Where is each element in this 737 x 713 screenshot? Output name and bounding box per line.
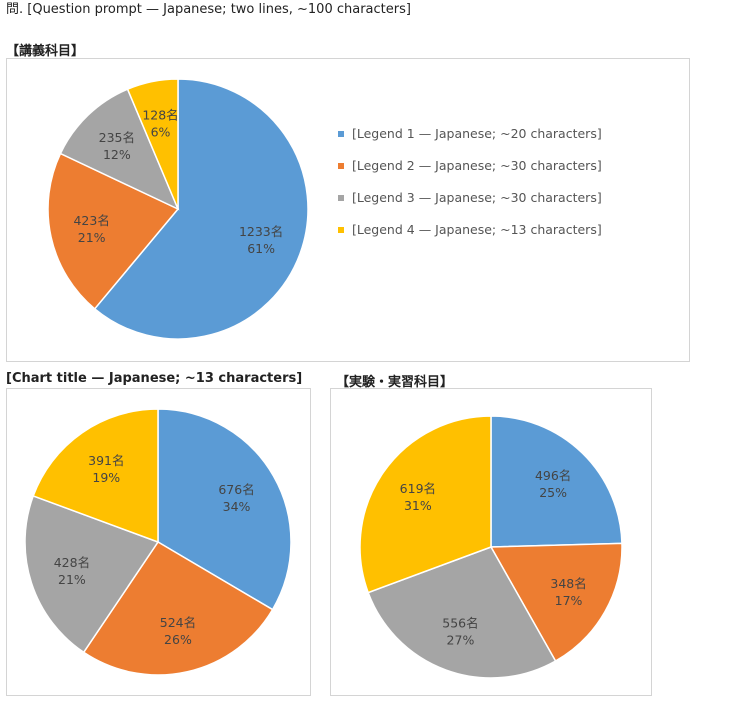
chart3-count-label-inperson-base: 556名: [442, 616, 478, 631]
chart3-slice-inperson-only: [359, 415, 492, 594]
chart2-panel: 676名 34% 524名 26% 428名 21% 391名 19%: [6, 388, 311, 696]
chart1-percent-label-online-only: 61%: [247, 241, 275, 256]
chart3-slice-inperson-base: [367, 546, 557, 679]
chart3-panel: 496名 25% 348名 17% 556名 27% 619名 31%: [330, 388, 652, 696]
legend-marker-inperson-base: [338, 195, 344, 201]
chart1-count-label-online-only: 1233名: [239, 224, 283, 239]
chart3-percent-label-online-only: 25%: [539, 485, 567, 500]
chart2-title: [Chart title — Japanese; ~13 characters]: [6, 371, 303, 386]
chart2-slice-inperson-base: [24, 494, 160, 654]
legend-item-online-only: [Legend 1 — Japanese; ~20 characters]: [338, 125, 690, 143]
chart2-count-label-inperson-base: 428名: [54, 555, 90, 570]
legend-item-inperson-only: [Legend 4 — Japanese; ~13 characters]: [338, 221, 690, 239]
chart2-percent-label-online-base: 26%: [164, 632, 192, 647]
legend-item-inperson-base: [Legend 3 — Japanese; ~30 characters]: [338, 189, 690, 207]
question-text: 問. [Question prompt — Japanese; two line…: [6, 2, 411, 17]
chart2-slice-inperson-only: [32, 408, 159, 544]
chart2-percent-label-online-only: 34%: [223, 499, 251, 514]
legend-label-inperson-base: [Legend 3 — Japanese; ~30 characters]: [352, 190, 602, 205]
chart2-count-label-online-base: 524名: [160, 615, 196, 630]
chart1-panel: 1233名 61% 423名 21% 235名 12% 128名 6% [Legend 1 —…: [6, 58, 690, 362]
chart2-percent-label-inperson-only: 19%: [92, 470, 120, 485]
chart1-slice-online-only: [93, 78, 309, 340]
chart3-percent-label-inperson-only: 31%: [404, 498, 432, 513]
chart1-slice-inperson-base: [59, 88, 180, 211]
legend-marker-online-base: [338, 163, 344, 169]
chart1-pie: 1233名 61% 423名 21% 235名 12% 128名 6%: [47, 78, 309, 340]
chart3-count-label-online-base: 348名: [550, 576, 586, 591]
legend-label-online-only: [Legend 1 — Japanese; ~20 characters]: [352, 126, 602, 141]
chart3-slice-online-base: [489, 542, 623, 663]
chart2-slice-online-base: [82, 540, 274, 676]
chart1-count-label-online-base: 423名: [73, 213, 109, 228]
chart1-count-label-inperson-base: 235名: [99, 130, 135, 145]
chart2-count-label-inperson-only: 391名: [88, 453, 124, 468]
legend-label-inperson-only: [Legend 4 — Japanese; ~13 characters]: [352, 222, 602, 237]
chart2-slice-online-only: [157, 408, 292, 611]
chart3-percent-label-online-base: 17%: [555, 593, 583, 608]
legend-item-online-base: [Legend 2 — Japanese; ~30 characters]: [338, 157, 690, 175]
chart-legend: [Legend 1 — Japanese; ~20 characters] [L…: [338, 125, 690, 253]
chart3-count-label-online-only: 496名: [535, 468, 571, 483]
chart3-title: 【実験・実習科目】: [336, 375, 454, 390]
legend-marker-inperson-only: [338, 227, 344, 233]
chart3-percent-label-inperson-base: 27%: [447, 633, 475, 648]
chart3-count-label-inperson-only: 619名: [400, 481, 436, 496]
chart2-percent-label-inperson-base: 21%: [58, 572, 86, 587]
chart1-percent-label-inperson-base: 12%: [103, 147, 131, 162]
chart3-slice-online-only: [490, 415, 623, 548]
chart2-pie: 676名 34% 524名 26% 428名 21% 391名 19%: [24, 408, 292, 676]
legend-marker-online-only: [338, 131, 344, 137]
chart1-slice-online-base: [47, 152, 180, 310]
legend-label-online-base: [Legend 2 — Japanese; ~30 characters]: [352, 158, 602, 173]
chart2-count-label-online-only: 676名: [218, 482, 254, 497]
chart1-percent-label-online-base: 21%: [78, 230, 106, 245]
chart3-pie: 496名 25% 348名 17% 556名 27% 619名 31%: [359, 415, 623, 679]
chart1-slice-inperson-only: [126, 78, 179, 210]
chart1-percent-label-inperson-only: 6%: [151, 124, 171, 139]
chart1-count-label-inperson-only: 128名: [142, 107, 178, 122]
chart1-title: 【講義科目】: [6, 44, 85, 59]
